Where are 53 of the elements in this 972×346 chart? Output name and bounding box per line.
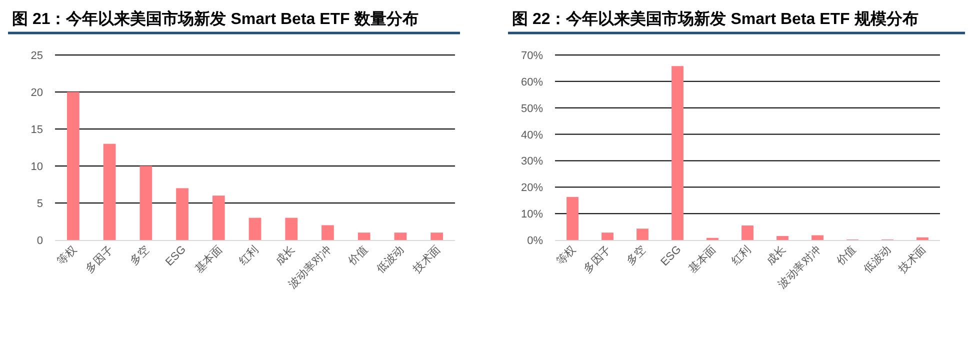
x-tick-label: 价值 [834, 244, 859, 268]
y-tick-label: 25 [30, 50, 43, 62]
y-tick-label: 10% [520, 208, 544, 221]
y-tick-label: 0 [36, 235, 43, 247]
bar [430, 232, 443, 240]
x-tick-label: 成长 [272, 242, 298, 268]
y-tick-label: 60% [520, 76, 544, 88]
y-tick-label: 15 [30, 124, 43, 136]
x-tick-label: 技术面 [410, 242, 443, 276]
bar [140, 166, 152, 240]
y-tick-label: 30% [520, 156, 544, 168]
x-tick-label: 低波动 [374, 242, 407, 276]
bar [103, 144, 116, 240]
y-tick-label: 50% [520, 102, 544, 115]
bar [285, 218, 298, 240]
x-tick-label: 价值 [345, 244, 370, 268]
x-tick-label: 多空 [624, 242, 649, 268]
chart-title: 图 22：今年以来美国市场新发 Smart Beta ETF 规模分布 [512, 9, 918, 28]
y-tick-label: 0% [527, 235, 544, 247]
chart-title: 图 21：今年以来美国市场新发 Smart Beta ETF 数量分布 [12, 9, 418, 28]
bar [742, 225, 754, 240]
y-tick-label: 5 [36, 198, 43, 210]
bar [248, 218, 262, 240]
x-tick-label: 等权 [55, 244, 80, 268]
bar [812, 235, 824, 240]
bar [67, 92, 80, 240]
bar [322, 225, 334, 240]
y-tick-label: 20% [520, 182, 544, 194]
bar [394, 232, 407, 240]
x-tick-label: 基本面 [192, 242, 225, 276]
y-tick-label: 70% [520, 50, 544, 62]
x-tick-label: 低波动 [861, 242, 894, 276]
x-tick-label: 多因子 [84, 244, 116, 276]
bar [176, 188, 188, 240]
bar [916, 237, 928, 240]
bar [566, 196, 578, 240]
y-tick-label: 40% [520, 129, 544, 142]
x-tick-label: 基本面 [686, 242, 719, 276]
x-tick-label: 成长 [764, 242, 789, 268]
bar [776, 236, 788, 240]
x-tick-label: 红利 [728, 242, 754, 268]
bar [358, 232, 370, 240]
bar [636, 228, 648, 240]
bar [672, 66, 684, 240]
x-tick-label: 红利 [236, 242, 262, 268]
bar [212, 196, 225, 240]
y-tick-label: 10 [30, 161, 43, 173]
x-tick-label: 技术面 [895, 242, 929, 276]
x-tick-label: 多因子 [582, 244, 614, 276]
x-tick-label: 等权 [554, 244, 579, 268]
y-tick-label: 20 [30, 87, 43, 99]
bar [602, 232, 614, 240]
x-tick-label: 多空 [127, 242, 152, 268]
